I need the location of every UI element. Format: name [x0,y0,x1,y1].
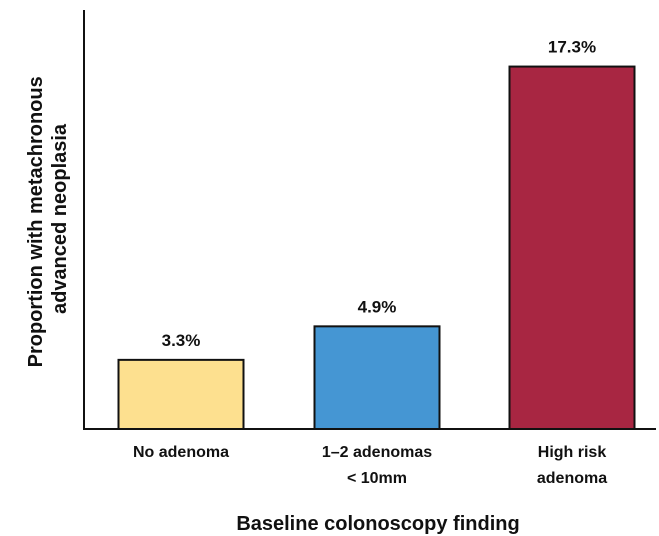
x-tick-label-2: 1–2 adenomas < 10mm [322,444,432,487]
x-tick-label-3-line-2: adenoma [537,470,607,487]
x-axis-title: Baseline colonoscopy finding [236,513,519,535]
y-axis-title-line-1: Proportion with metachronous [25,76,47,367]
x-tick-label-2-line-1: 1–2 adenomas [322,444,432,461]
x-tick-label-1-line-1: No adenoma [133,444,229,461]
bars-layer [117,65,636,430]
bar-value-label-3: 17.3% [548,38,596,57]
bar-value-label-1: 3.3% [162,331,201,350]
bar-value-label-2: 4.9% [358,297,397,316]
x-tick-label-2-line-2: < 10mm [347,470,407,487]
x-tick-labels-layer: No adenoma 1–2 adenomas < 10mm High risk ade… [133,444,607,487]
bar-1 [117,358,245,430]
x-tick-label-3: High risk adenoma [537,444,607,487]
bar-3 [508,65,636,430]
y-axis-title: Proportion with metachronous advanced ne… [25,71,71,368]
x-tick-label-1: No adenoma [133,444,229,461]
value-labels-layer: 3.3% 4.9% 17.3% [162,38,596,350]
x-tick-label-3-line-1: High risk [538,444,607,461]
bar-2 [313,325,441,430]
y-axis-title-line-2: advanced neoplasia [49,123,71,314]
